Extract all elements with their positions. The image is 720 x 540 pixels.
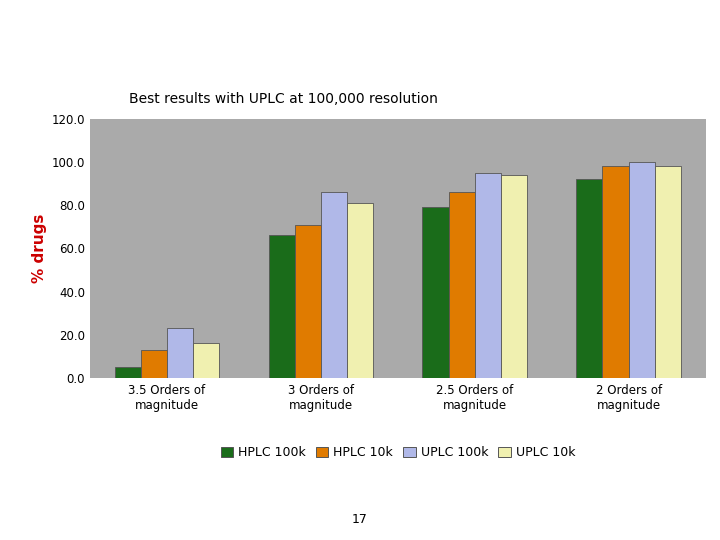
Bar xyxy=(576,179,603,378)
Bar xyxy=(474,173,501,378)
Bar xyxy=(423,207,449,378)
Bar xyxy=(294,225,321,378)
Bar xyxy=(347,203,373,378)
Bar xyxy=(449,192,474,378)
Bar xyxy=(269,235,294,378)
Legend: HPLC 100k, HPLC 10k, UPLC 100k, UPLC 10k: HPLC 100k, HPLC 10k, UPLC 100k, UPLC 10k xyxy=(215,441,580,464)
Y-axis label: % drugs: % drugs xyxy=(32,214,48,283)
Bar xyxy=(321,192,347,378)
Text: Identification range comparison - HPLC vs UPLC: Identification range comparison - HPLC v… xyxy=(22,24,622,45)
Bar xyxy=(167,328,193,378)
Bar xyxy=(603,166,629,378)
Bar xyxy=(141,350,167,378)
Bar xyxy=(654,166,681,378)
Text: Best results with UPLC at 100,000 resolution: Best results with UPLC at 100,000 resolu… xyxy=(130,92,438,105)
Bar xyxy=(114,367,141,378)
Bar xyxy=(193,343,220,378)
Text: 17: 17 xyxy=(352,513,368,526)
Bar xyxy=(629,162,654,378)
Bar xyxy=(501,175,527,378)
